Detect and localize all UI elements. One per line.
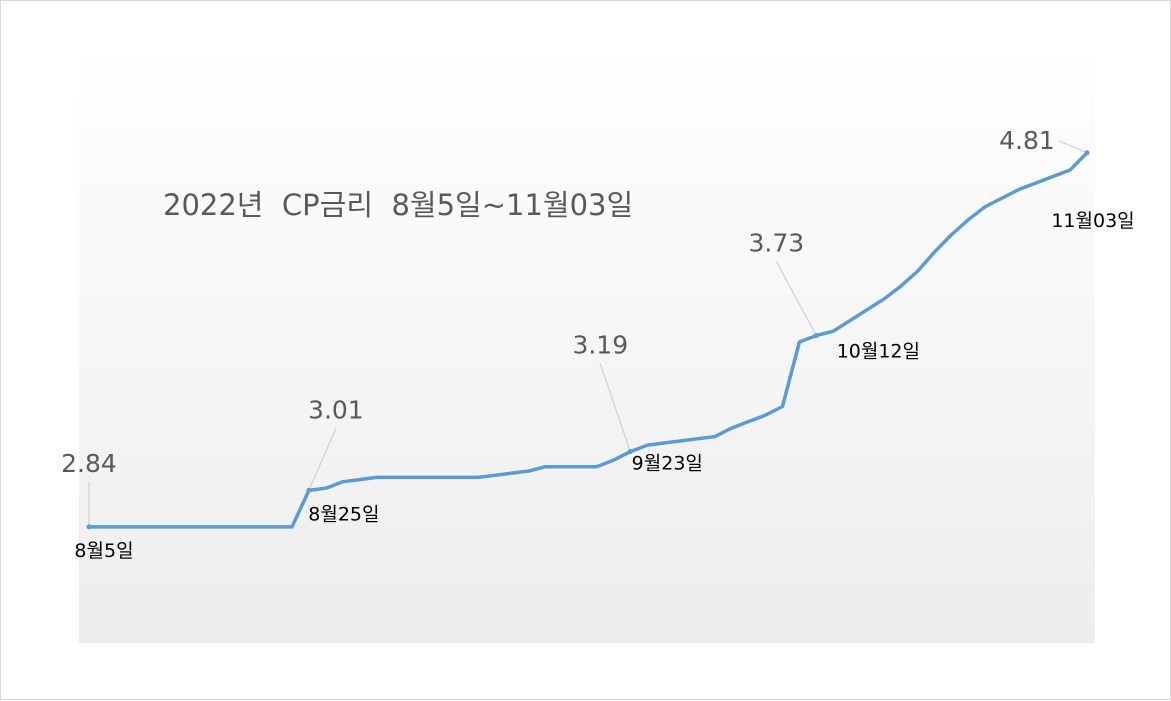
value-label: 4.81: [999, 126, 1055, 155]
data-point: [627, 449, 633, 455]
date-label: 10월12일: [837, 341, 920, 363]
value-label: 3.19: [572, 331, 628, 360]
date-label: 11월03일: [1051, 210, 1134, 232]
data-point: [1084, 150, 1090, 156]
date-label: 8월5일: [74, 540, 133, 562]
leader-line: [1058, 140, 1088, 154]
data-point: [86, 524, 92, 530]
chart-title: 2022년 CP금리 8월5일~11월03일: [163, 188, 633, 222]
data-point: [813, 333, 819, 339]
leader-line: [308, 428, 337, 491]
series-line: [87, 151, 1089, 529]
date-label: 8월25일: [308, 503, 379, 525]
plot-area: [79, 41, 1095, 643]
data-point: [306, 487, 312, 493]
value-label: 3.73: [749, 229, 805, 258]
leader-line: [775, 261, 817, 336]
leader-lines: [88, 140, 1088, 527]
leader-line: [599, 363, 631, 452]
label-layer: 2.84 8월5일 3.01 8월25일 3.19 9월23일 3.73 10월12일 4.81…: [61, 126, 1135, 562]
value-label: 2.84: [61, 449, 117, 478]
series-layer: [86, 150, 1090, 530]
date-label: 9월23일: [632, 453, 703, 475]
value-label: 3.01: [308, 395, 364, 424]
